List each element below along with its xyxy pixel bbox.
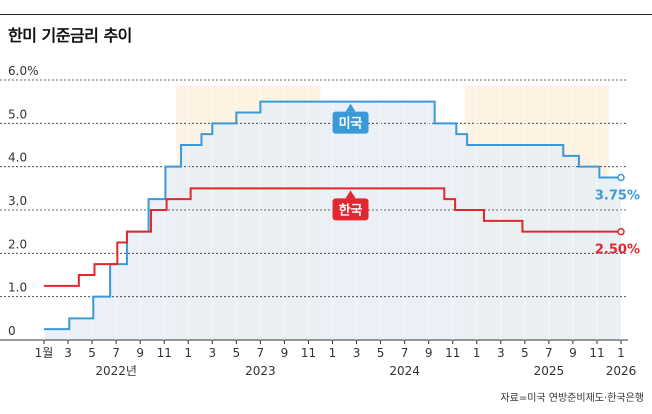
x-tick-label: 1월 <box>35 346 54 360</box>
kr-badge-pointer <box>345 190 356 199</box>
x-tick-label: 1 <box>184 346 192 360</box>
grid-lines <box>0 79 628 341</box>
chart-title: 한미 기준금리 추이 <box>8 26 132 45</box>
x-tick-label: 9 <box>281 346 289 360</box>
y-tick-label: 0 <box>8 324 16 338</box>
year-label: 2023 <box>245 364 276 378</box>
us-badge-pointer <box>345 103 356 112</box>
x-tick-label: 9 <box>569 346 577 360</box>
year-label: 2026 <box>606 364 637 378</box>
x-tick-label: 7 <box>545 346 553 360</box>
x-axis-ticks: 1월 3 5 7 9 11 1 3 5 7 9 11 1 3 5 7 9 11 1 3 5 7 9 11 1 <box>35 340 625 360</box>
kr-badge <box>332 198 369 221</box>
kr-rate-line <box>44 187 621 287</box>
x-tick-label: 7 <box>401 346 409 360</box>
x-tick-label: 5 <box>233 346 241 360</box>
us-end-label: 3.75% <box>595 189 640 204</box>
us-rate-area <box>44 101 621 341</box>
x-tick-label: 11 <box>157 346 172 360</box>
kr-end-marker <box>617 227 625 236</box>
x-tick-label: 1 <box>473 346 481 360</box>
us-end-marker <box>617 173 625 182</box>
y-axis-ticks: 0 1.0 2.0 3.0 4.0 5.0 6.0% <box>8 64 39 338</box>
x-tick-label: 7 <box>112 346 120 360</box>
x-tick-label: 5 <box>88 346 96 360</box>
x-tick-label: 9 <box>425 346 433 360</box>
y-tick-label: 4.0 <box>8 151 27 165</box>
kr-badge-label: 한국 <box>339 202 363 218</box>
kr-end-label: 2.50% <box>595 243 640 258</box>
x-tick-label: 3 <box>353 346 361 360</box>
top-rule <box>0 14 652 15</box>
x-tick-label: 11 <box>301 346 316 360</box>
x-tick-label: 5 <box>377 346 385 360</box>
y-tick-label: 1.0 <box>8 281 27 295</box>
x-tick-label: 3 <box>497 346 505 360</box>
x-tick-label: 3 <box>208 346 216 360</box>
source-note: 자료=미국 연방준비제도·한국은행 <box>500 393 644 404</box>
year-label: 2024 <box>389 364 420 378</box>
year-labels: 2022년 2023 2024 2025 2026 <box>95 364 636 378</box>
x-tick-label: 1 <box>329 346 337 360</box>
x-tick-label: 9 <box>136 346 144 360</box>
year-label: 2025 <box>534 364 565 378</box>
us-badge-label: 미국 <box>339 116 363 132</box>
y-tick-label: 6.0% <box>8 64 39 78</box>
x-tick-label: 11 <box>589 346 604 360</box>
year-label: 2022년 <box>95 364 137 378</box>
x-tick-label: 3 <box>64 346 72 360</box>
x-tick-label: 5 <box>521 346 529 360</box>
x-tick-label: 7 <box>257 346 265 360</box>
x-tick-label: 1 <box>617 346 625 360</box>
y-tick-label: 5.0 <box>8 107 27 121</box>
us-badge <box>332 111 369 134</box>
x-tick-label: 11 <box>445 346 460 360</box>
y-tick-label: 3.0 <box>8 194 27 208</box>
end-markers: 3.75% 2.50% <box>595 173 640 258</box>
y-tick-label: 2.0 <box>8 237 27 251</box>
